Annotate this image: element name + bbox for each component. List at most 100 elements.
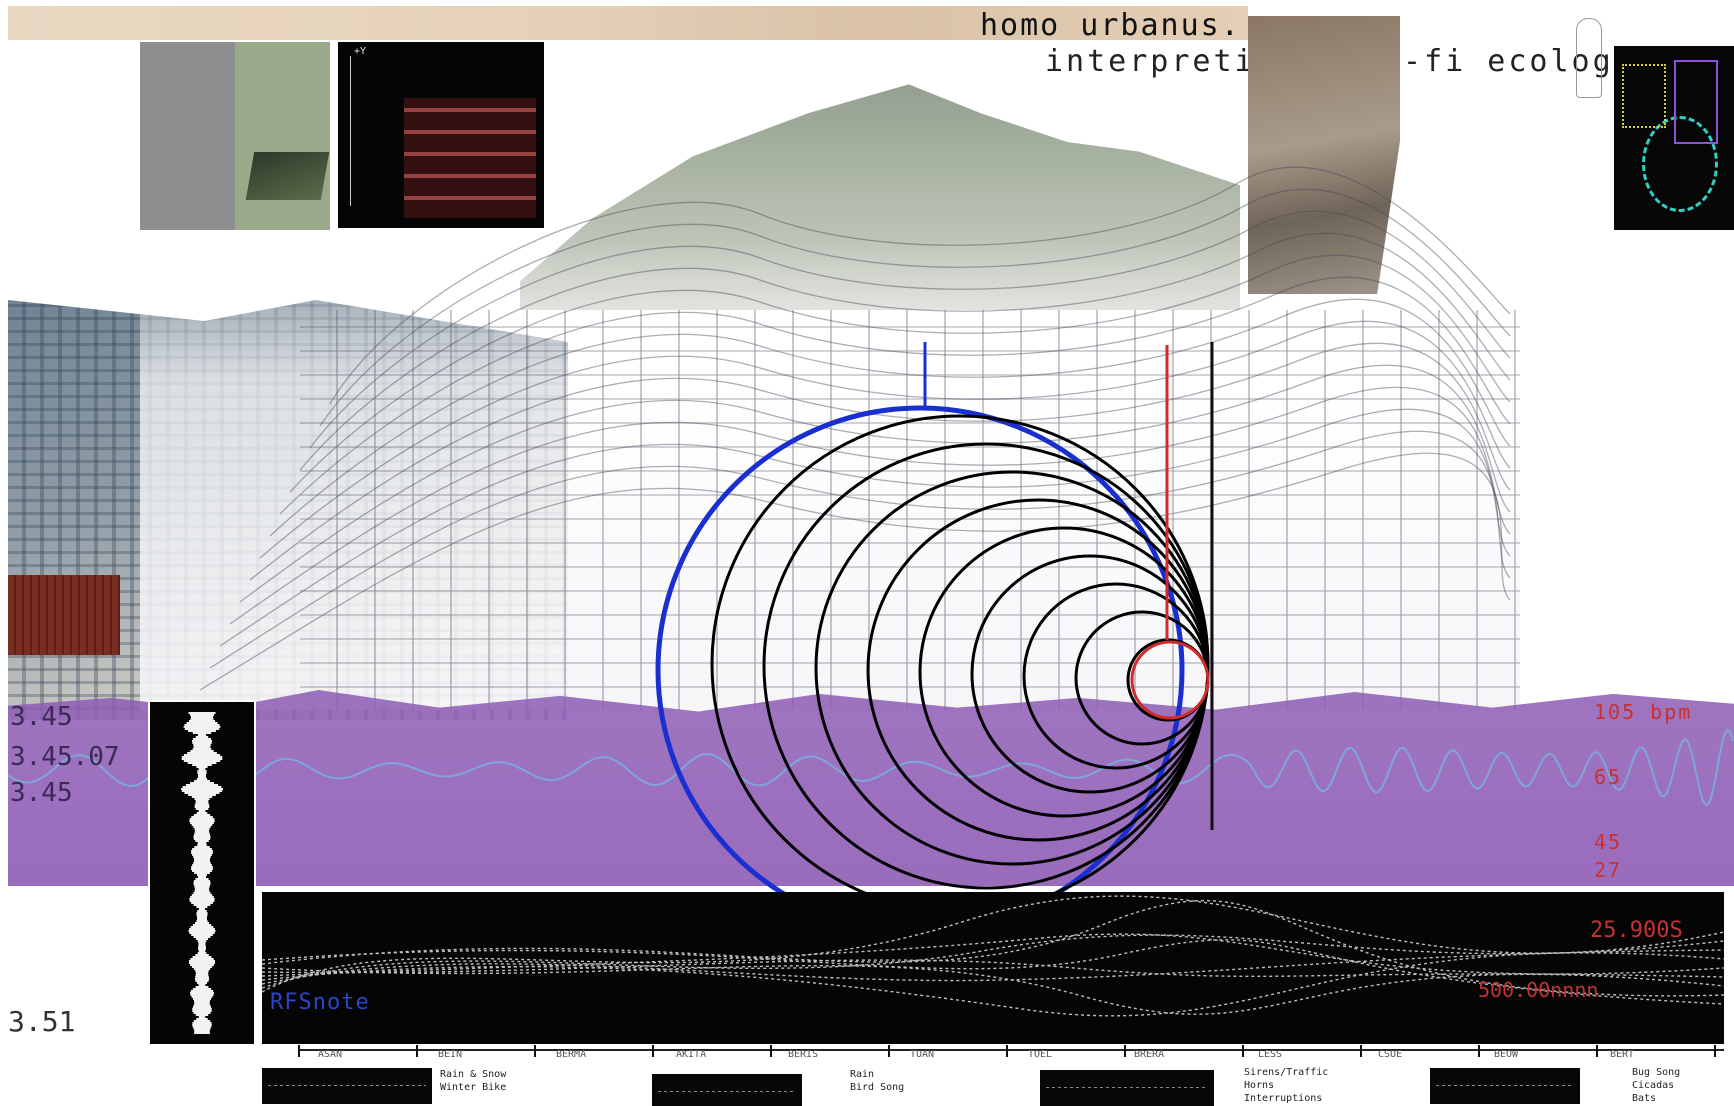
waveform-graphic	[181, 712, 223, 1034]
waveform-bar	[194, 890, 210, 892]
thumbnail-colored-diagram	[1614, 46, 1734, 230]
waveform-bar	[197, 772, 207, 774]
ruler-tick	[1596, 1045, 1598, 1057]
waveform-bar	[189, 932, 215, 934]
axis-label: +Y	[354, 46, 367, 57]
waveform-bar	[194, 828, 210, 830]
waveform-bar	[193, 968, 211, 970]
purple-sound-band	[8, 690, 1734, 886]
contour-line	[229, 386, 1511, 625]
vertical-waveform	[181, 712, 223, 1034]
waveform-bar	[197, 876, 207, 878]
waveform-bar	[188, 720, 216, 722]
ripple-circle	[970, 554, 1210, 794]
waveform-bar	[191, 966, 213, 968]
spline-curve	[261, 933, 1725, 977]
waveform-bar	[191, 996, 213, 998]
contour-line	[289, 254, 1511, 493]
waveform-bar	[188, 962, 216, 964]
readout-red-3: 45	[1594, 830, 1623, 854]
waveform-bar	[193, 834, 211, 836]
waveform-bar	[190, 926, 214, 928]
waveform-bar	[192, 956, 212, 958]
waveform-bar	[195, 986, 209, 988]
waveform-bar	[196, 920, 208, 922]
waveform-bar	[181, 758, 223, 760]
waveform-bar	[193, 998, 211, 1000]
waveform-bar	[189, 714, 215, 716]
waveform-bar	[191, 850, 213, 852]
waveform-bar	[196, 778, 208, 780]
spline-curve	[261, 934, 1725, 989]
waveform-bar	[191, 866, 213, 868]
readout-left-mid: 3.45.07	[10, 742, 120, 772]
legend-item-1: Rain & Snow Winter Bike	[440, 1068, 560, 1094]
contour-line	[269, 298, 1511, 537]
waveform-bar	[193, 1004, 211, 1006]
waveform-bar	[193, 882, 211, 884]
waveform-bar	[195, 878, 209, 880]
waveform-bar	[187, 762, 217, 764]
waveform-bar	[193, 892, 211, 894]
time-ruler: ASAN BEIN BERMA AKITA BERIS TUAN TOEL BR…	[298, 1045, 1724, 1065]
waveform-bar	[191, 740, 213, 742]
waveform-bar	[188, 794, 216, 796]
ruler-label: BRERA	[1134, 1049, 1165, 1060]
waveform-bar	[191, 934, 213, 936]
waveform-bar	[198, 942, 206, 944]
ruler-tick	[298, 1045, 300, 1057]
waveform-bar	[196, 982, 208, 984]
ruler-label: BERIS	[788, 1049, 819, 1060]
waveform-bar	[198, 950, 206, 952]
spline-curve	[261, 959, 1725, 978]
contour-line	[299, 232, 1511, 471]
waveform-bar	[183, 754, 221, 756]
cyan-shape-icon	[1642, 116, 1718, 212]
yellow-shape-icon	[1622, 64, 1666, 128]
spline-curve	[261, 895, 1725, 993]
legend-swatch-1	[262, 1068, 432, 1104]
waveform-bar	[194, 804, 210, 806]
waveform-bar	[198, 1016, 206, 1018]
waveform-bar	[196, 766, 208, 768]
waveform-bar	[189, 820, 215, 822]
ruler-tick	[1006, 1045, 1008, 1057]
waveform-bar	[195, 808, 209, 810]
waveform-bar	[194, 886, 210, 888]
thumbnail-rail-tracks	[1248, 16, 1400, 294]
contour-lines	[199, 166, 1511, 691]
legend-item-4-line3: Bats	[1632, 1093, 1657, 1104]
ruler-tick	[1124, 1045, 1126, 1057]
waveform-bar	[194, 846, 210, 848]
waveform-bar	[193, 884, 211, 886]
waveform-bar	[193, 1020, 211, 1022]
waveform-bar	[194, 872, 210, 874]
waveform-bar	[190, 718, 214, 720]
ruler-label: AKITA	[676, 1049, 707, 1060]
ruler-tick	[1714, 1045, 1716, 1057]
shipping-container-photo	[8, 575, 120, 655]
waveform-bar	[190, 750, 214, 752]
thumbnail-spectrogram-3d: +Y	[338, 42, 544, 228]
readout-bpm: 105 bpm	[1594, 700, 1693, 724]
waveform-bar	[196, 906, 208, 908]
waveform-bar	[198, 948, 206, 950]
waveform-panel	[150, 702, 254, 1044]
waveform-bar	[181, 788, 223, 790]
waveform-bar	[184, 728, 220, 730]
readout-left-bottom: 3.45	[10, 778, 73, 808]
waveform-bar	[192, 1010, 212, 1012]
spline-curve	[261, 964, 1725, 1015]
waveform-bar	[193, 862, 211, 864]
waveform-bar	[181, 756, 223, 758]
legend-swatch-4	[1430, 1068, 1580, 1104]
contour-line	[199, 452, 1511, 691]
legend-item-4: Bug Song Cicadas Bats	[1632, 1066, 1734, 1105]
spline-curve	[261, 939, 1725, 1005]
legend-item-2-line1: Rain	[850, 1069, 875, 1080]
waveform-bar	[183, 760, 221, 762]
spline-curve	[261, 952, 1725, 1017]
waveform-bar	[196, 812, 208, 814]
waveform-bar	[186, 722, 218, 724]
